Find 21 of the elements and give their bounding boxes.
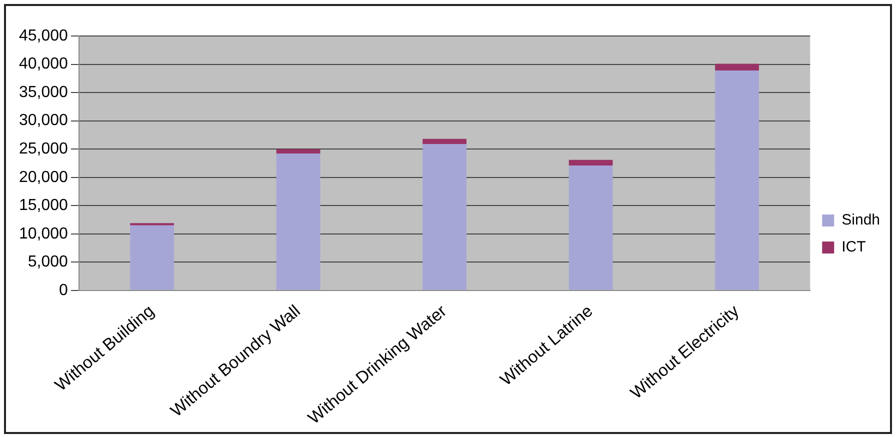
y-tick-label: 5,000 (28, 254, 68, 271)
y-tick-label: 40,000 (19, 56, 68, 73)
y-tick-label: 25,000 (19, 140, 68, 158)
y-tick-label: 0 (59, 282, 68, 299)
bar (130, 225, 174, 290)
bar (568, 160, 613, 166)
bar (276, 154, 320, 290)
bar (276, 149, 320, 154)
y-tick-label: 30,000 (19, 112, 68, 130)
bar (568, 165, 613, 290)
y-tick-label: 10,000 (19, 225, 68, 242)
bar (715, 70, 759, 290)
bar (715, 64, 759, 70)
y-tick-label: 20,000 (19, 168, 68, 186)
bar (422, 144, 466, 290)
legend-label: Sindh (842, 212, 880, 229)
legend-label: ICT (842, 238, 866, 256)
y-tick-label: 35,000 (19, 84, 68, 101)
bar (422, 138, 466, 144)
y-tick-label: 45,000 (19, 27, 68, 44)
y-tick-label: 15,000 (19, 197, 68, 214)
